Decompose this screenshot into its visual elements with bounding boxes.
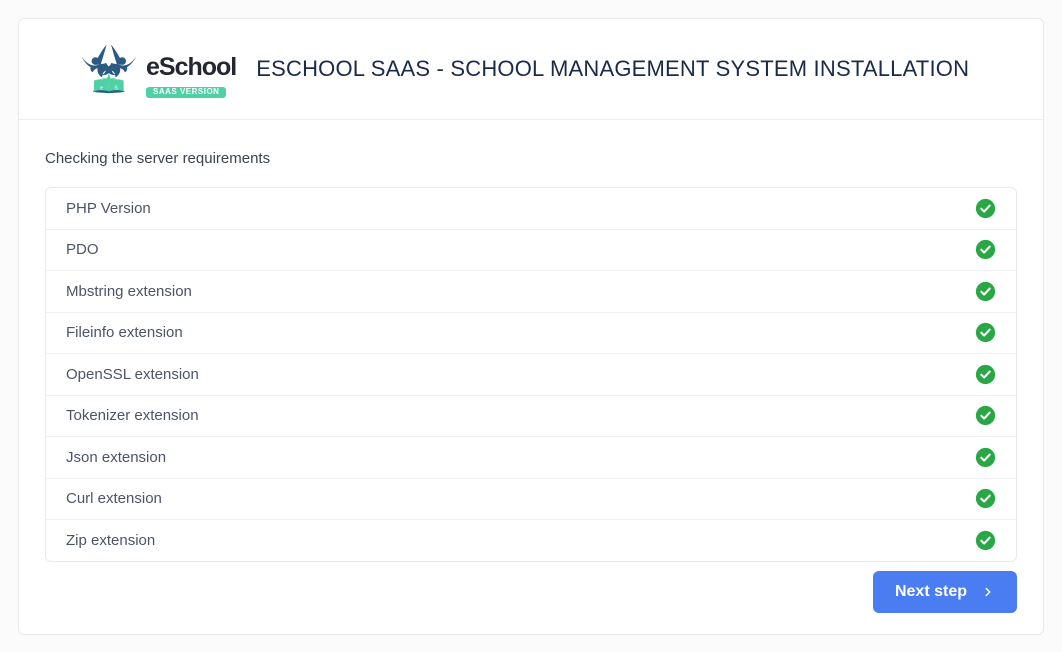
- svg-text:e: e: [100, 86, 103, 92]
- svg-text:S: S: [114, 86, 118, 92]
